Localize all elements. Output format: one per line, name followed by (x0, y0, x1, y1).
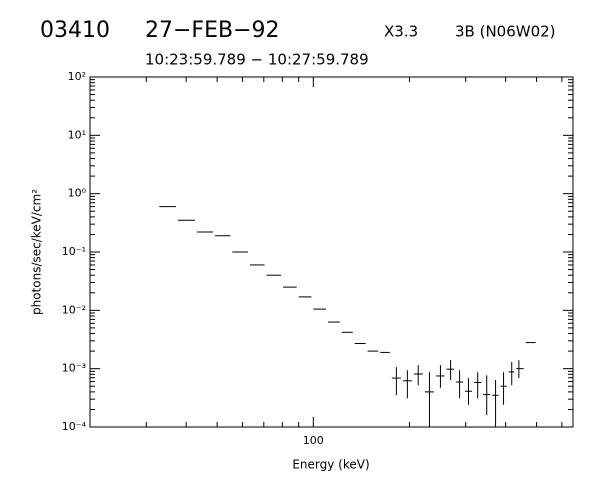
plot-frame (89, 76, 574, 428)
y-tick-label: 10² (68, 70, 86, 83)
y-tick-label: 10¹ (68, 128, 86, 141)
x-axis-label: Energy (keV) (292, 458, 369, 472)
x-tick-label: 100 (303, 434, 324, 447)
y-tick-label: 10⁻³ (62, 362, 86, 375)
y-tick-label: 10⁻² (62, 303, 86, 316)
y-tick-label: 10⁰ (68, 187, 87, 200)
location: 3B (N06W02) (455, 23, 556, 41)
flare-class: X3.3 (384, 23, 418, 41)
date: 27−FEB−92 (145, 18, 280, 43)
y-axis-label: photons/sec/keV/cm² (30, 189, 44, 315)
data-layer (159, 206, 536, 427)
y-tick-label: 10⁻¹ (62, 245, 86, 258)
subtitle: 10:23:59.789 − 10:27:59.789 (145, 51, 369, 69)
y-tick-label: 10⁻⁴ (62, 420, 87, 433)
chart-title: 03410 (40, 18, 110, 43)
